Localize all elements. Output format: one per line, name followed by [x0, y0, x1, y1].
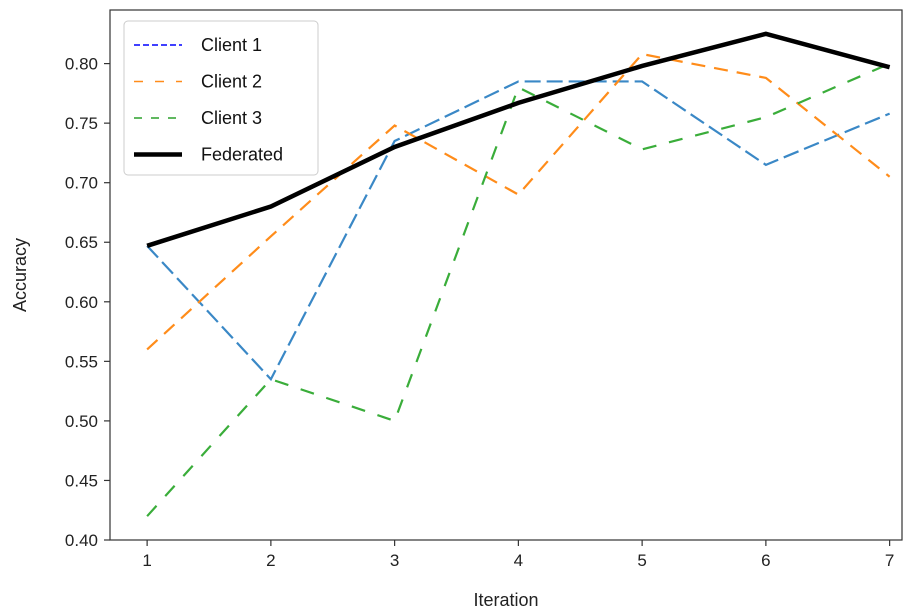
- x-axis-label: Iteration: [473, 590, 538, 610]
- x-tick-label: 6: [761, 551, 770, 570]
- series-line-client-1: [146, 80, 891, 382]
- legend-label: Client 2: [201, 72, 262, 92]
- series-line-federated: [146, 31, 891, 248]
- x-tick-label: 2: [266, 551, 275, 570]
- plot-frame: [109, 9, 903, 541]
- y-axis: 0.40 0.45 0.50 0.55 0.60 0.65 0.70 0.75 0.80: [65, 55, 110, 550]
- y-tick-label: 0.80: [65, 55, 98, 74]
- y-tick-label: 0.70: [65, 174, 98, 193]
- x-tick-label: 4: [514, 551, 523, 570]
- legend-label: Client 3: [201, 108, 262, 128]
- y-tick-label: 0.40: [65, 531, 98, 550]
- legend: Client 1 Client 2 Client 3 Federated: [123, 20, 319, 176]
- y-tick-label: 0.60: [65, 293, 98, 312]
- x-tick-label: 1: [142, 551, 151, 570]
- y-tick-label: 0.50: [65, 412, 98, 431]
- y-tick-label: 0.65: [65, 233, 98, 252]
- x-axis: 1 2 3 4 5 6 7: [142, 540, 894, 570]
- series-layer: [146, 31, 891, 517]
- x-tick-label: 5: [637, 551, 646, 570]
- series-line-client-2: [146, 52, 891, 351]
- x-tick-label: 3: [390, 551, 399, 570]
- y-tick-label: 0.55: [65, 352, 98, 371]
- y-axis-label: Accuracy: [10, 238, 30, 312]
- y-tick-label: 0.45: [65, 471, 98, 490]
- legend-box: [123, 20, 319, 176]
- y-tick-label: 0.75: [65, 114, 98, 133]
- legend-label: Federated: [201, 145, 283, 165]
- legend-label: Client 1: [201, 35, 262, 55]
- x-tick-label: 7: [885, 551, 894, 570]
